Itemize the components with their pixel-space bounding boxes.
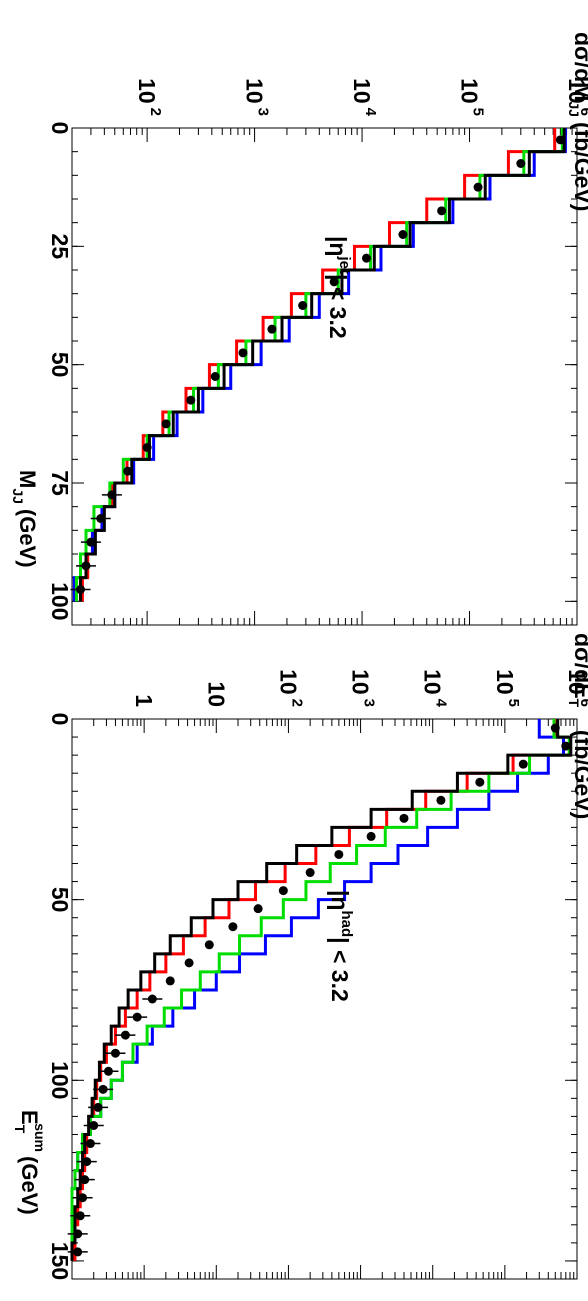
eta-jet-annotation: |ηjet| < 3.2 — [325, 236, 353, 339]
data-point — [210, 372, 220, 381]
data-point — [186, 395, 196, 405]
data-point — [142, 443, 152, 452]
data-point — [561, 741, 571, 751]
x-axis-title-etsum: ET sum(GeV) — [12, 1110, 48, 1215]
y-tick-label: 105 — [492, 669, 522, 707]
y-tick-label: 103 — [348, 669, 378, 707]
data-point — [253, 904, 263, 914]
y-tick-label: 104 — [420, 669, 450, 708]
y-tick-label: 106 — [564, 78, 588, 116]
x-tick-label: 50 — [47, 352, 73, 378]
data-point — [184, 958, 194, 968]
data-point — [267, 324, 277, 334]
data-point — [298, 301, 308, 310]
data-point — [228, 922, 238, 932]
y-axis-title-etsum: dσ/dET sum(fb/GeV) — [566, 633, 588, 819]
x-tick-label: 0 — [47, 122, 73, 135]
data-point — [329, 277, 339, 287]
x-tick-label: 150 — [47, 1242, 73, 1280]
y-tick-label: 102 — [134, 78, 164, 116]
x-tick-label: 50 — [47, 887, 73, 913]
data-point — [398, 230, 408, 239]
eta-had-annotation: |ηhad| < 3.2 — [327, 890, 355, 1002]
data-point — [436, 795, 446, 805]
x-ticks-mjj: 0 25 50 75 100 — [47, 122, 577, 626]
y-tick-label: 105 — [457, 78, 487, 116]
panel-etsum: 0 50 100 150 1 10 102 103 104 105 106 dσ/dETsum(f… — [12, 633, 588, 1280]
x-tick-label: 75 — [47, 470, 73, 496]
data-point — [550, 723, 560, 733]
histogram-series-1 — [72, 128, 567, 602]
y-tick-label: 106 — [564, 669, 588, 707]
data-point — [123, 466, 133, 476]
series-mjj — [70, 128, 567, 602]
data-point — [399, 813, 409, 823]
data-point — [555, 135, 565, 145]
x-tick-label: 100 — [47, 582, 73, 620]
data-point — [437, 206, 447, 216]
data-point — [516, 159, 526, 168]
y-axis-title-mjj: dσ/dMJJ(fb/GeV) — [566, 32, 588, 211]
data-point — [278, 886, 288, 896]
data-point — [473, 182, 483, 192]
data-point — [362, 253, 372, 263]
y-tick-label: 102 — [275, 669, 305, 707]
x-tick-label: 0 — [47, 713, 73, 726]
y-tick-label: 103 — [242, 78, 272, 116]
y-tick-label: 1 — [131, 694, 157, 707]
panel-mjj: 0 25 50 75 100 102 103 104 105 106 dσ/dMJJ(fb/Ge… — [10, 32, 588, 626]
y-tick-label: 10 — [203, 681, 229, 707]
data-point — [366, 831, 376, 841]
y-tick-label: 104 — [349, 78, 379, 117]
y-ticks-mjj: 102 103 104 105 106 — [71, 78, 588, 625]
data-point — [334, 849, 344, 859]
data-point — [204, 940, 214, 950]
histogram-series-3 — [79, 128, 566, 602]
series-etsum — [67, 719, 573, 1261]
histogram-series-3 — [70, 719, 573, 1261]
x-ticks-etsum: 0 50 100 150 — [47, 713, 577, 1280]
y-ticks-etsum: 1 10 102 103 104 105 106 — [93, 669, 588, 1279]
data-point — [238, 348, 248, 358]
histogram-series-2 — [70, 719, 571, 1261]
data-point — [475, 777, 485, 787]
x-axis-title-mjj: MJJ(GeV) — [10, 470, 40, 568]
data-point — [165, 976, 175, 986]
x-tick-label: 100 — [47, 1061, 73, 1099]
data-point — [161, 419, 171, 429]
plot-frame-mjj — [71, 127, 578, 626]
plot-frame-etsum — [71, 718, 578, 1280]
data-point — [518, 759, 528, 769]
data-point — [305, 868, 315, 878]
x-tick-label: 25 — [47, 234, 73, 260]
histogram-series-0 — [73, 719, 572, 1261]
